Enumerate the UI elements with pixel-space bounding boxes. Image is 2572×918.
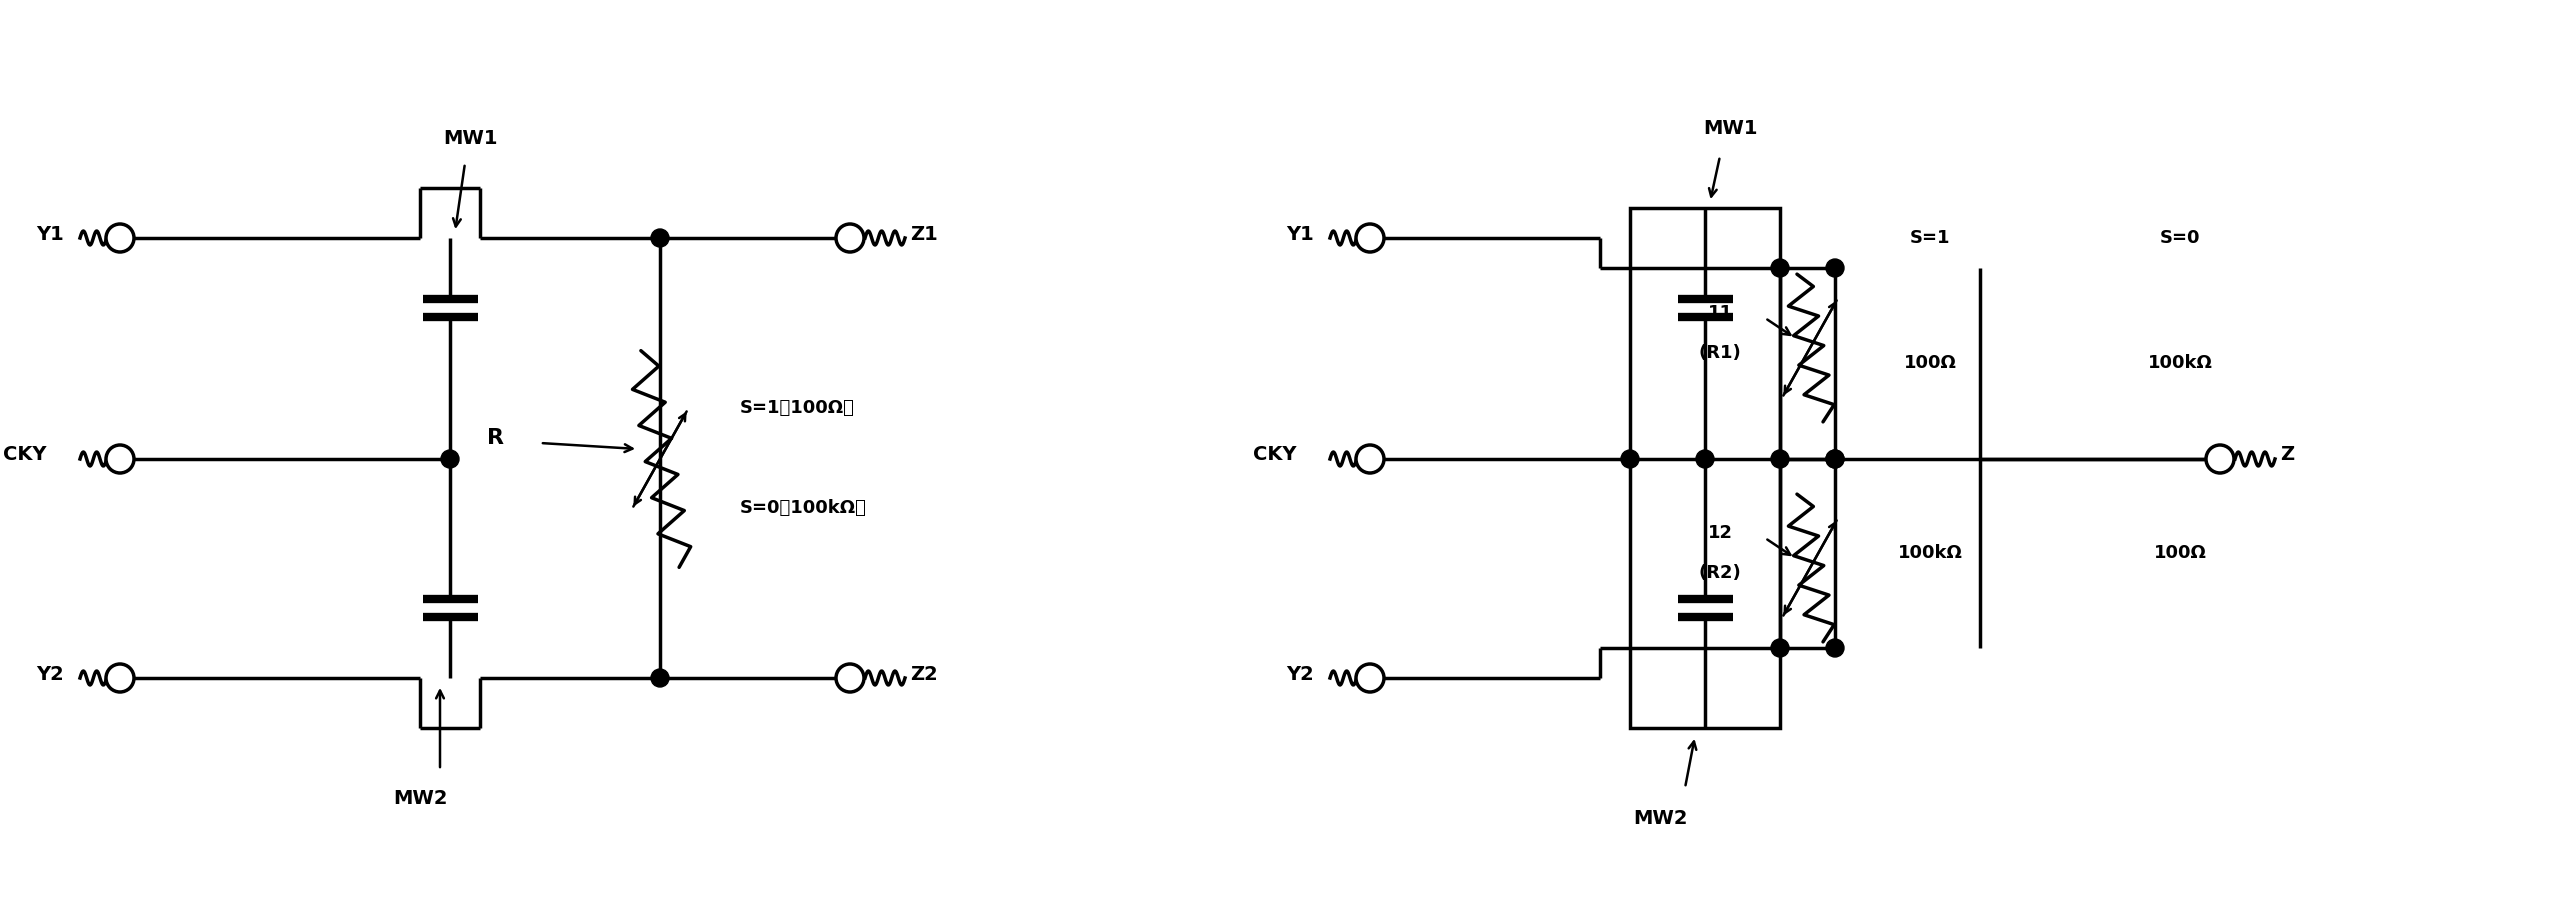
- Circle shape: [1620, 450, 1638, 468]
- Circle shape: [2207, 445, 2235, 473]
- Text: Z: Z: [2279, 445, 2294, 465]
- Text: 100kΩ: 100kΩ: [2148, 354, 2212, 373]
- Circle shape: [1826, 450, 1844, 468]
- Text: R: R: [486, 428, 504, 448]
- Text: 100kΩ: 100kΩ: [1898, 544, 1962, 563]
- Text: Y2: Y2: [36, 665, 64, 684]
- Circle shape: [440, 450, 458, 468]
- Text: S=0（100kΩ）: S=0（100kΩ）: [741, 499, 867, 517]
- Circle shape: [1772, 450, 1790, 468]
- Text: MW1: MW1: [442, 129, 496, 148]
- Bar: [1631, 208, 1780, 728]
- Text: CKY: CKY: [3, 445, 46, 465]
- Text: Z2: Z2: [910, 665, 939, 684]
- Circle shape: [1772, 639, 1790, 657]
- Text: 11: 11: [1708, 304, 1734, 322]
- Circle shape: [105, 445, 134, 473]
- Circle shape: [1826, 450, 1844, 468]
- Text: (R2): (R2): [1698, 564, 1741, 582]
- Text: Y2: Y2: [1286, 665, 1314, 684]
- Text: Y1: Y1: [36, 225, 64, 243]
- Circle shape: [1355, 224, 1384, 252]
- Circle shape: [105, 224, 134, 252]
- Text: 100Ω: 100Ω: [2153, 544, 2207, 563]
- Circle shape: [105, 664, 134, 692]
- Text: S=1（100Ω）: S=1（100Ω）: [741, 399, 854, 417]
- Text: MW2: MW2: [394, 789, 448, 808]
- Text: MW1: MW1: [1703, 118, 1757, 138]
- Text: 12: 12: [1708, 524, 1734, 542]
- Text: (R1): (R1): [1698, 344, 1741, 362]
- Text: 100Ω: 100Ω: [1903, 354, 1957, 373]
- Text: S=0: S=0: [2160, 229, 2199, 247]
- Circle shape: [1355, 445, 1384, 473]
- Text: Y1: Y1: [1286, 225, 1314, 243]
- Text: Z1: Z1: [910, 225, 939, 243]
- Text: MW2: MW2: [1633, 809, 1687, 827]
- Circle shape: [1695, 450, 1713, 468]
- Circle shape: [1826, 259, 1844, 277]
- Circle shape: [651, 229, 669, 247]
- Circle shape: [836, 664, 864, 692]
- Circle shape: [651, 669, 669, 687]
- Circle shape: [1355, 664, 1384, 692]
- Circle shape: [1826, 639, 1844, 657]
- Circle shape: [836, 224, 864, 252]
- Circle shape: [1772, 259, 1790, 277]
- Text: S=1: S=1: [1911, 229, 1950, 247]
- Text: CKY: CKY: [1253, 445, 1296, 465]
